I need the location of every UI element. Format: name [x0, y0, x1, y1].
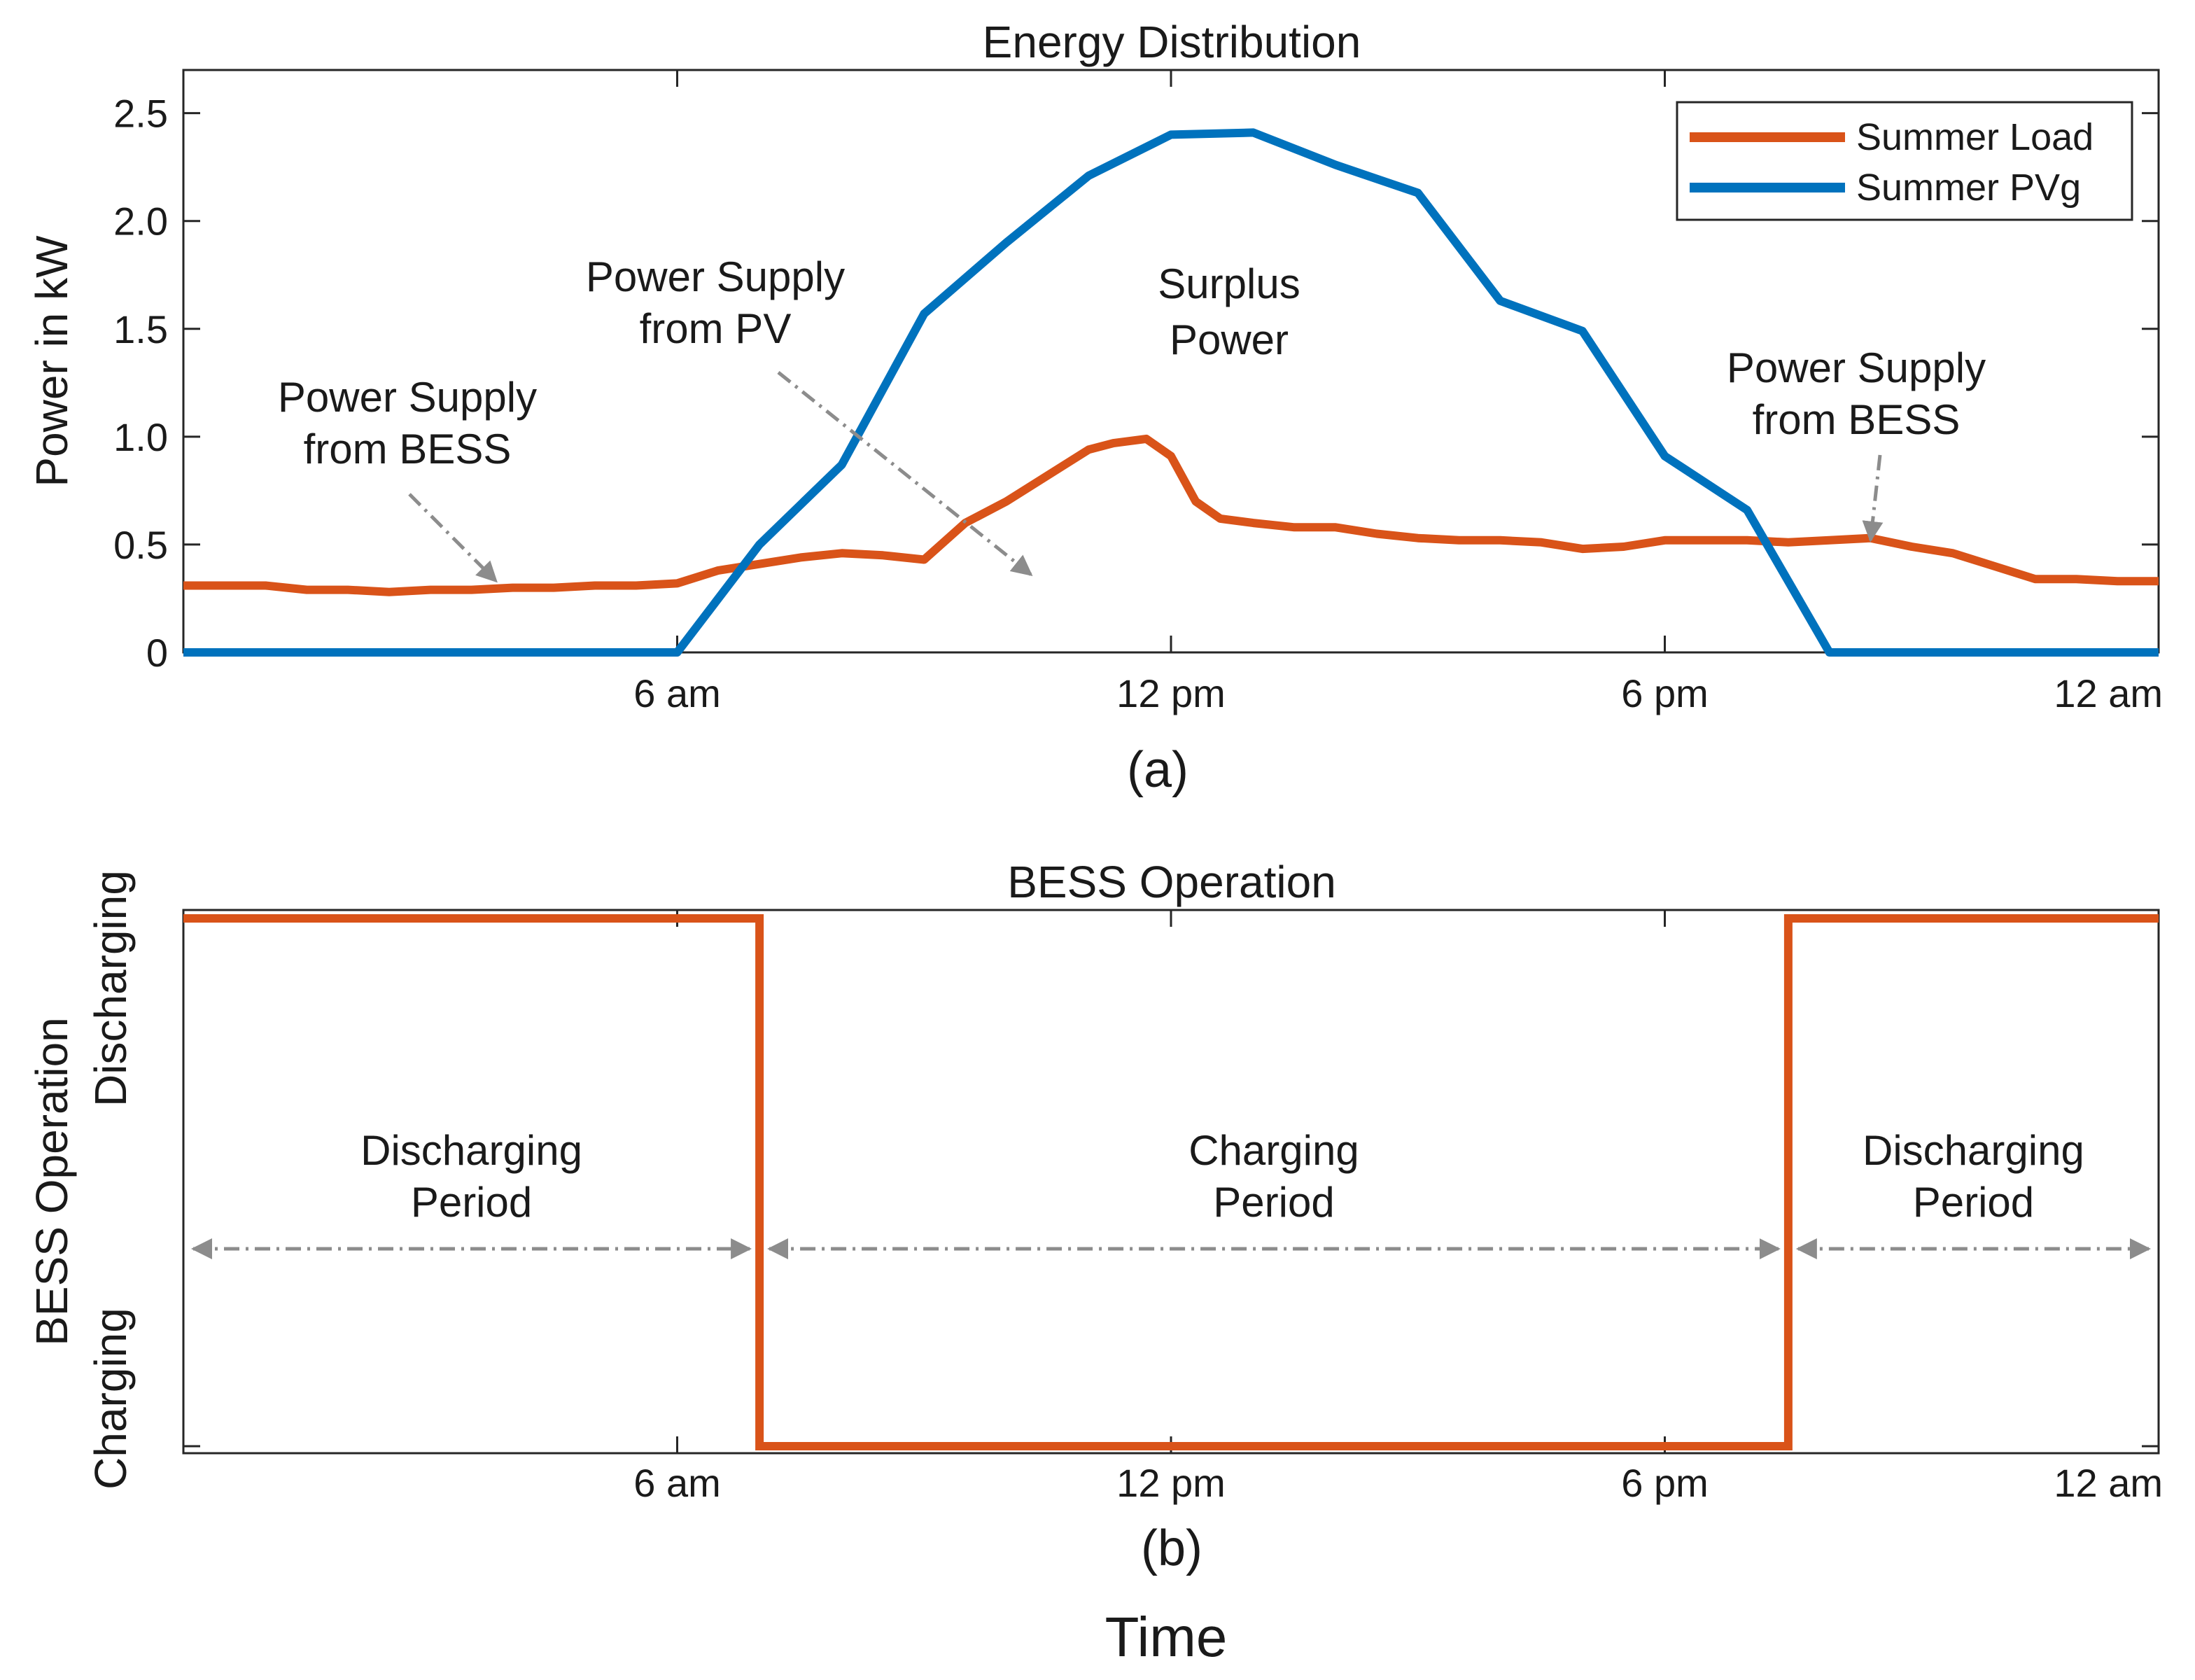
annotation-line: from PV — [640, 305, 792, 352]
annotation-line: from BESS — [304, 426, 512, 472]
y-axis-label: BESS Operation — [27, 1017, 77, 1346]
legend-label-summer-load: Summer Load — [1856, 116, 2094, 158]
y-tick-label: 2.5 — [113, 92, 168, 136]
x-tick-label: 6 pm — [1621, 1461, 1709, 1505]
panel-label-a: (a) — [1127, 742, 1188, 798]
annotation-arrow — [1862, 454, 1884, 542]
x-tick-label: 12 am — [2054, 1461, 2163, 1505]
annotation-line: from BESS — [1753, 396, 1961, 443]
annotation-line: Power — [1170, 316, 1289, 363]
period-1: Discharging Period — [191, 1127, 752, 1259]
x-tick-label: 6 pm — [1621, 671, 1709, 715]
annotation-arrow — [777, 371, 1033, 577]
period-3: Discharging Period — [1795, 1127, 2151, 1259]
energy-distribution-panel: Energy Distribution 0 0.5 1.0 1.5 2.0 2.5 6 a… — [27, 17, 2163, 798]
period-label: Period — [411, 1179, 532, 1226]
y-tick-label: 1.5 — [113, 307, 168, 351]
y-tick-label: 0.5 — [113, 523, 168, 567]
annotation-line: Power Supply — [586, 253, 845, 300]
x-tick-label: 12 pm — [1116, 1461, 1226, 1505]
period-label: Period — [1913, 1179, 2034, 1226]
x-tick-label: 12 am — [2054, 671, 2163, 715]
series-line-bess-state — [183, 914, 2159, 1450]
y-tick-label: 1.0 — [113, 415, 168, 459]
x-tick-label: 12 pm — [1116, 671, 1226, 715]
annotation-bess-left: Power Supply from BESS — [278, 374, 537, 583]
series-line-summer-load — [183, 434, 2159, 596]
period-label: Discharging — [360, 1127, 582, 1174]
annotation-line: Power Supply — [278, 374, 537, 421]
legend-box — [1676, 101, 2133, 221]
y-category-label-discharging: Discharging — [85, 870, 136, 1107]
annotation-pv: Power Supply from PV — [586, 253, 1033, 577]
annotation-line: Power Supply — [1727, 344, 1986, 391]
series-line-summer-pvg — [183, 128, 2159, 657]
legend: Summer Load Summer PVg — [1676, 101, 2133, 221]
period-label: Charging — [1188, 1127, 1359, 1174]
y-tick-label: 2.0 — [113, 200, 168, 244]
x-axis: 6 am 12 pm 6 pm 12 am — [633, 910, 2163, 1505]
y-axis-label: Power in kW — [27, 235, 77, 487]
chart-title: Energy Distribution — [983, 17, 1361, 67]
panel-label-b: (b) — [1141, 1520, 1202, 1576]
bess-operation-panel: BESS Operation 6 am 12 pm 6 pm 12 am BESS O… — [27, 857, 2163, 1668]
period-label: Period — [1213, 1179, 1334, 1226]
period-label: Discharging — [1863, 1127, 2084, 1174]
chart-title: BESS Operation — [1007, 857, 1336, 907]
period-annotations: DischargingPeriodChargingPeriodDischargi… — [191, 1127, 2151, 1259]
y-category-label-charging: Charging — [85, 1308, 136, 1490]
x-axis: 6 am 12 pm 6 pm 12 am — [633, 70, 2163, 715]
x-tick-label: 6 am — [633, 671, 721, 715]
annotation-surplus: Surplus Power — [1158, 260, 1300, 363]
y-axis: 0 0.5 1.0 1.5 2.0 2.5 — [113, 92, 2159, 675]
series-group — [183, 914, 2159, 1450]
series-group — [183, 128, 2159, 657]
annotation-bess-right: Power Supply from BESS — [1727, 344, 1986, 542]
legend-label-summer-pvg: Summer PVg — [1856, 167, 2081, 209]
annotation-arrow — [408, 493, 498, 583]
y-tick-label: 0 — [146, 631, 168, 675]
annotation-line: Surplus — [1158, 260, 1300, 307]
x-tick-label: 6 am — [633, 1461, 721, 1505]
period-2: Charging Period — [767, 1127, 1781, 1259]
x-axis-label: Time — [1105, 1606, 1228, 1668]
